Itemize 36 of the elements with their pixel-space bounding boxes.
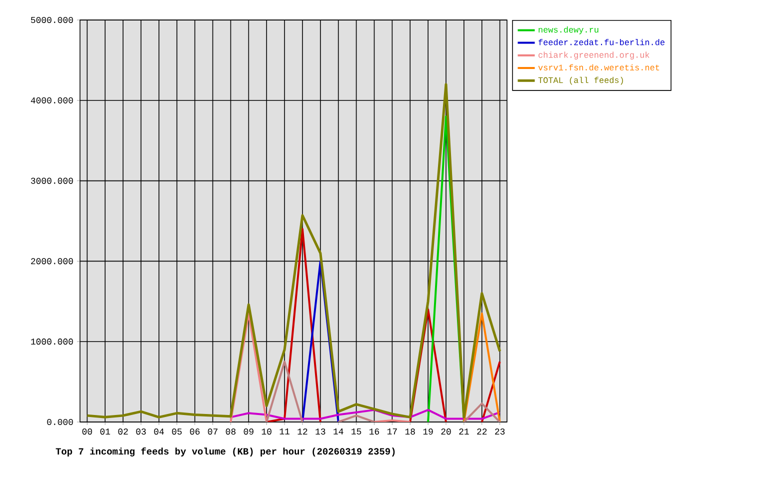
x-tick-label: 02 <box>118 428 128 435</box>
x-tick-label: 04 <box>154 428 164 435</box>
x-tick-label: 21 <box>459 428 469 435</box>
y-tick-label: 3000.000 <box>31 178 73 184</box>
x-tick-label: 18 <box>405 428 415 435</box>
text: Top 7 incoming feeds by volume (KB) per hour (20260319 2359) <box>56 447 395 456</box>
y-tick-label: 4000.000 <box>30 97 73 104</box>
y-tick-label: 0.000 <box>47 418 73 426</box>
x-tick-label: 06 <box>190 428 200 435</box>
x-tick-label: 16 <box>370 428 380 435</box>
y-tick-label: 5000.000 <box>31 16 73 24</box>
x-tick-label: 12 <box>298 428 308 435</box>
legend-label: chiark.greenend.org.uk <box>538 52 650 60</box>
x-tick-label: 07 <box>208 428 218 435</box>
legend-label: vsrv1.fsn.de.weretis.net <box>538 64 660 70</box>
x-tick-label: 13 <box>316 428 326 435</box>
x-tick-label: 10 <box>262 428 272 435</box>
x-tick-label: 14 <box>334 428 344 434</box>
x-tick-label: 19 <box>423 428 433 435</box>
x-tick-label: 15 <box>352 428 362 435</box>
x-tick-label: 22 <box>477 428 487 435</box>
legend-label: TOTAL (all feeds) <box>538 76 623 85</box>
x-tick-label: 20 <box>441 428 451 435</box>
x-tick-label: 11 <box>280 428 290 434</box>
x-tick-label: 05 <box>172 428 182 435</box>
x-tick-label: 00 <box>82 428 92 435</box>
x-tick-label: 01 <box>100 428 110 435</box>
x-tick-label: 03 <box>136 428 146 435</box>
x-tick-label: 09 <box>244 428 254 435</box>
legend-label: feeder.zedat.fu-berlin.de <box>538 38 664 46</box>
legend-label: news.dewy.ru <box>538 26 598 34</box>
x-tick-label: 08 <box>226 428 236 435</box>
x-tick-label: 23 <box>495 428 505 435</box>
y-tick-label: 2000.000 <box>31 258 73 264</box>
x-tick-label: 17 <box>387 428 397 434</box>
y-tick-label: 1000.000 <box>31 338 73 345</box>
